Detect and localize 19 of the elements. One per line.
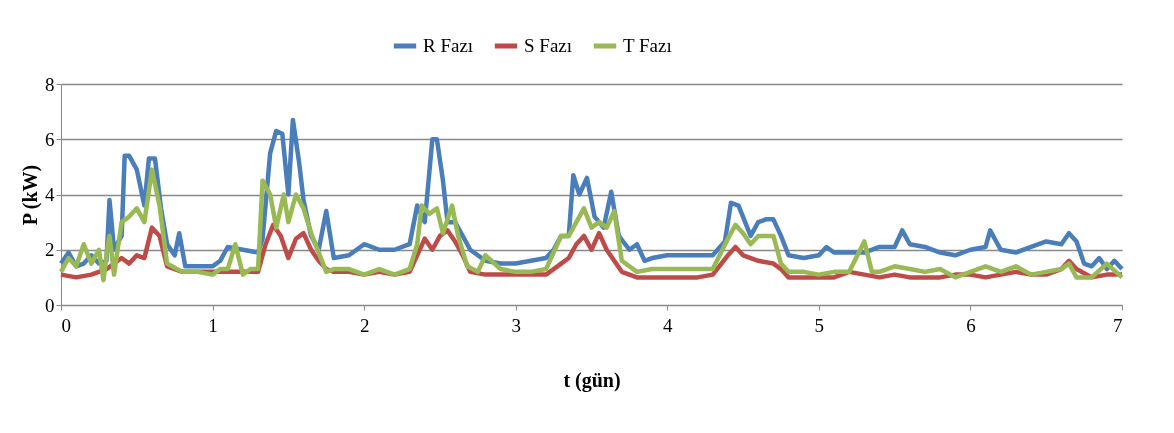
x-tick-label: 6: [966, 314, 976, 336]
x-tick-label: 1: [208, 314, 218, 336]
y-axis-title: P (kW): [19, 164, 42, 226]
x-axis-title: t (gün): [563, 368, 621, 392]
y-tick-label: 8: [45, 73, 55, 95]
x-tick-label: 2: [359, 314, 370, 336]
legend-label: S Fazı: [524, 35, 573, 56]
y-tick-label: 0: [45, 294, 55, 316]
x-tick-label: 3: [511, 314, 521, 336]
line-series: [58, 167, 1125, 283]
y-tick-label: 2: [45, 239, 55, 261]
legend-label: R Fazı: [423, 35, 474, 56]
x-tick-label: 0: [61, 314, 71, 336]
x-tick-label: 7: [1113, 314, 1123, 336]
y-tick-label: 6: [45, 128, 55, 150]
x-tick-label: 5: [814, 314, 825, 336]
legend-label: T Fazı: [623, 35, 672, 56]
y-tick-label: 4: [45, 184, 55, 205]
x-tick-label: 4: [663, 314, 674, 336]
